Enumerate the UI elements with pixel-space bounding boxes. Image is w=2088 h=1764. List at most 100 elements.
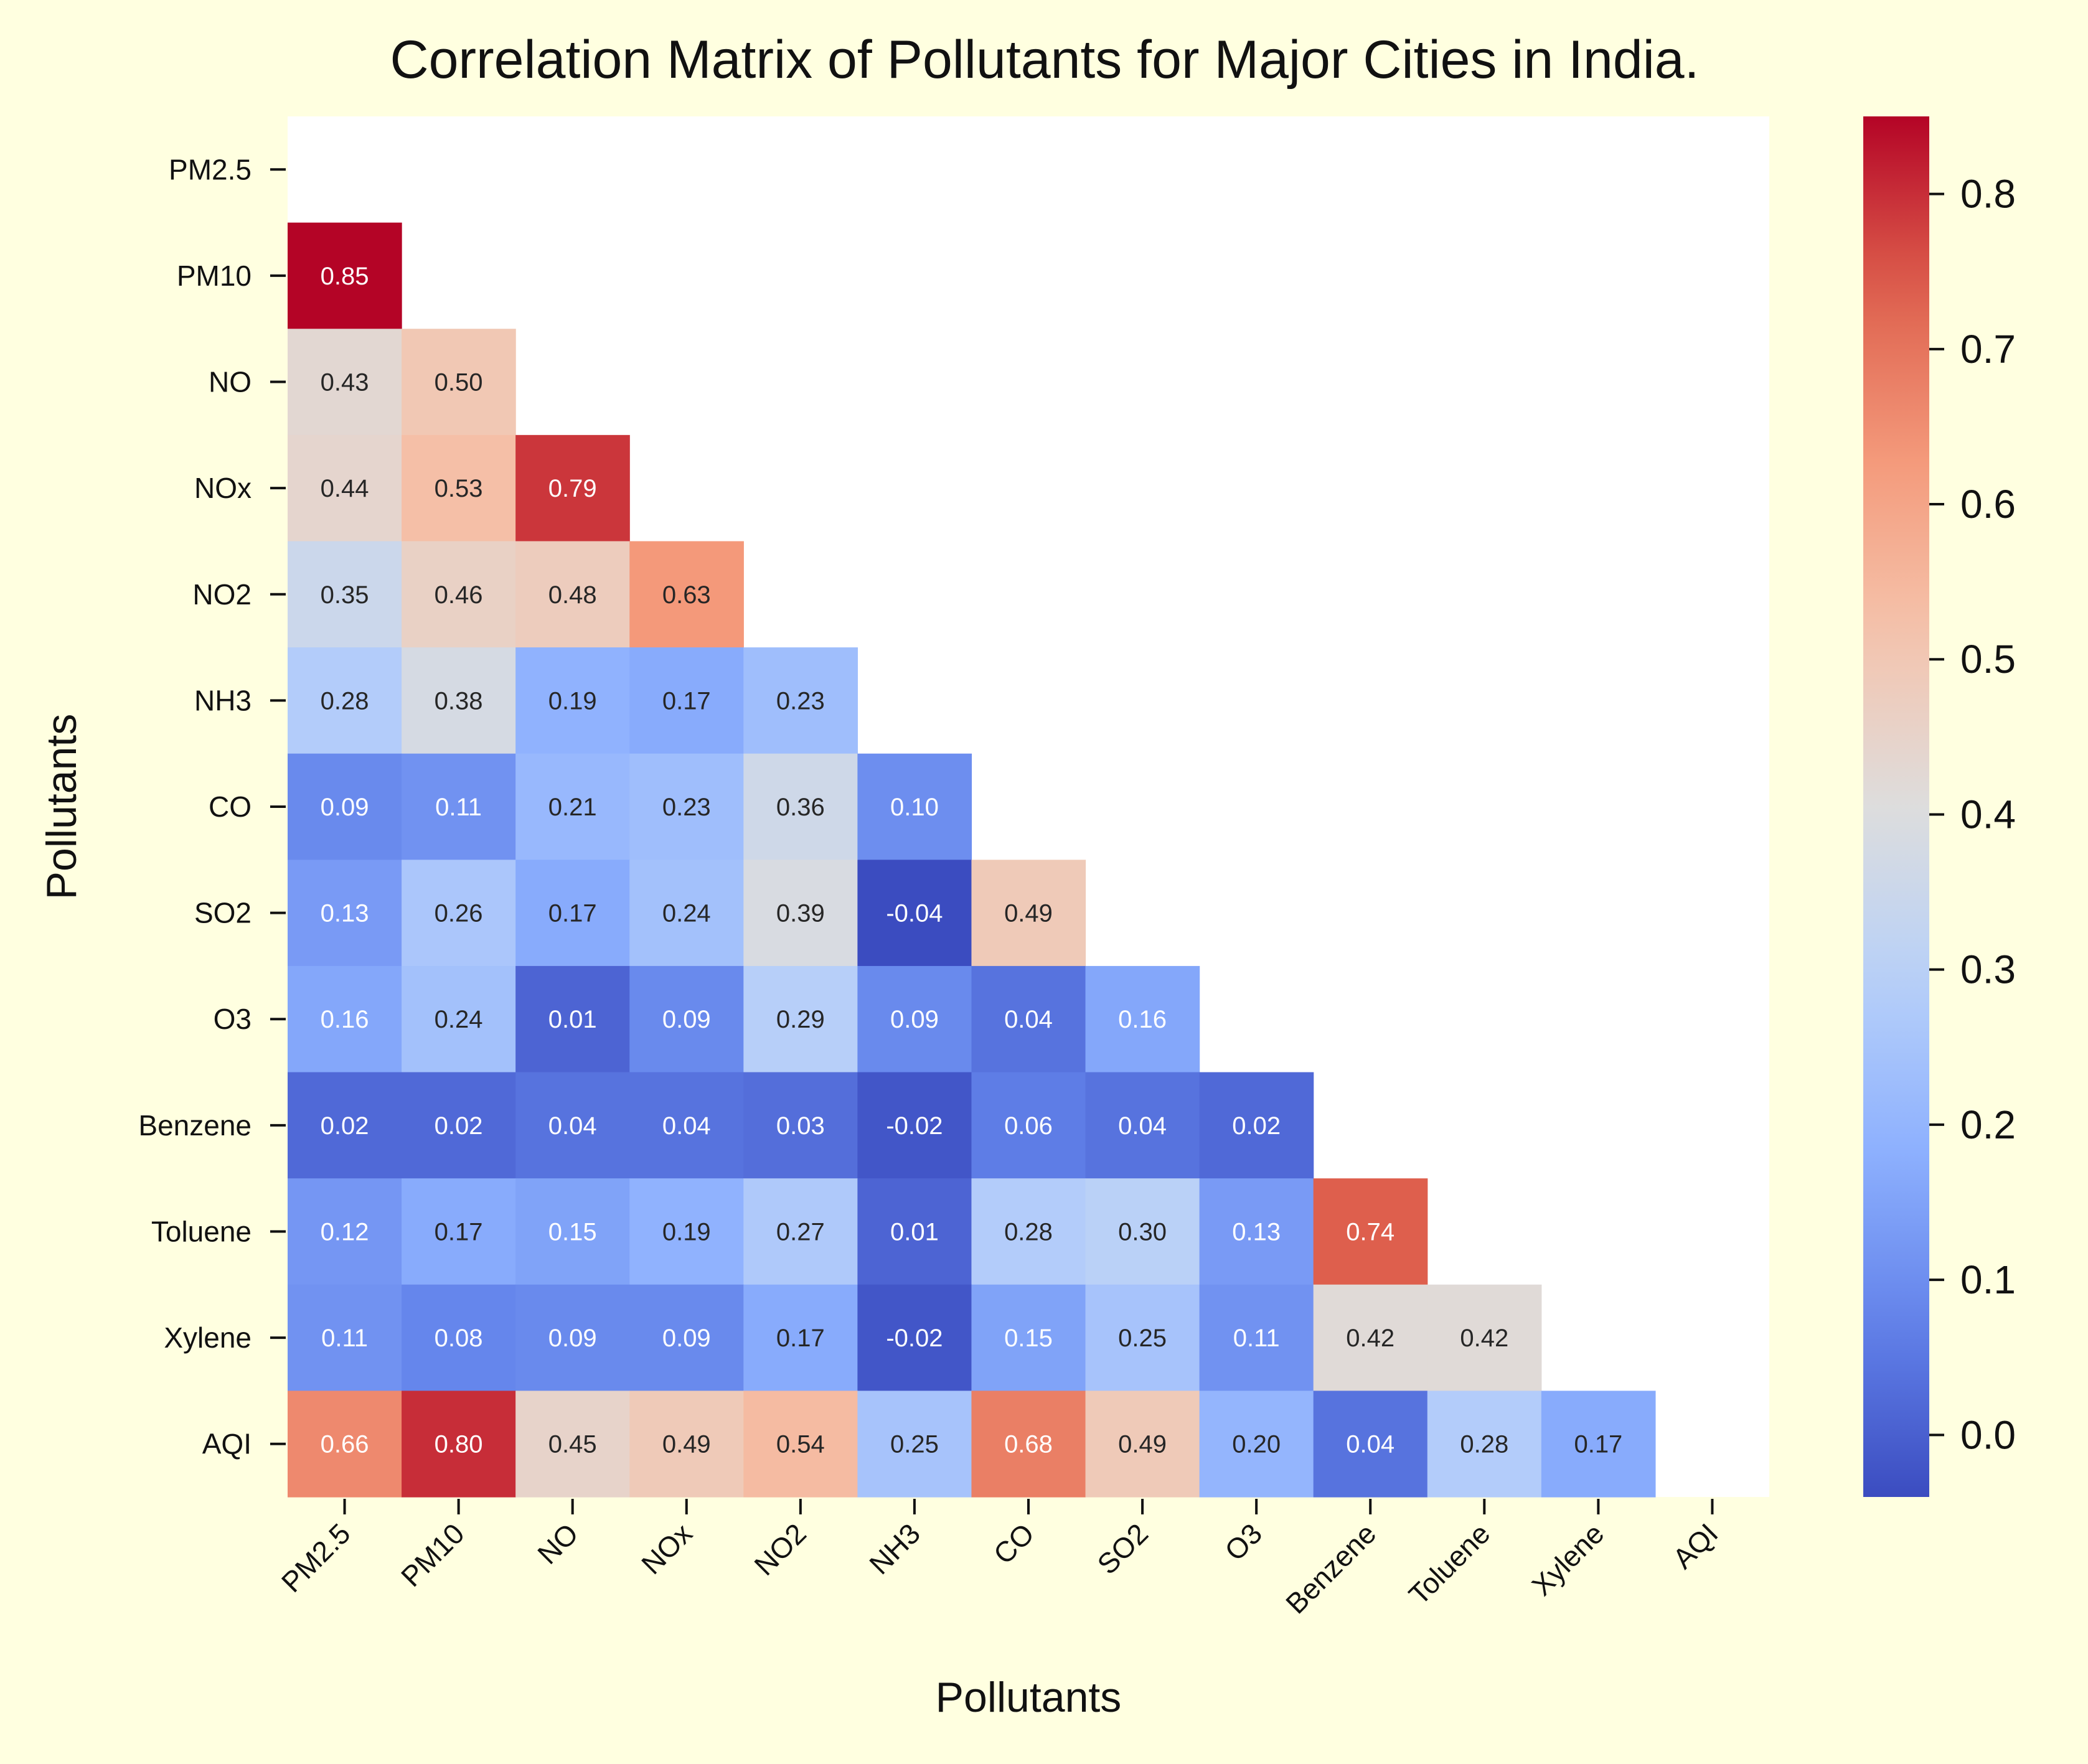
y-axis-label: Pollutants <box>38 714 85 900</box>
y-tick-label: Xylene <box>164 1321 252 1354</box>
heatmap-cell <box>515 1178 630 1285</box>
x-tick-label: AQI <box>1667 1517 1724 1575</box>
cell-value-label: 0.49 <box>1118 1431 1167 1458</box>
heatmap-cell <box>1199 1284 1314 1391</box>
cell-value-label: 0.09 <box>890 1006 939 1033</box>
heatmap-cell <box>515 860 630 967</box>
y-axis-ticks: PM2.5 PM10 NO NOx NO2 NH3 CO SO2 O3 Benzene Toluen… <box>138 153 286 1460</box>
cell-value-label: 0.24 <box>435 1006 483 1033</box>
y-tick-label: O3 <box>214 1003 252 1035</box>
heatmap-cell <box>1313 1178 1428 1285</box>
y-tick-label: Benzene <box>138 1109 252 1142</box>
cell-value-label: 0.25 <box>890 1431 939 1458</box>
cell-value-label: 0.45 <box>548 1431 597 1458</box>
cell-value-label: 0.04 <box>1346 1431 1394 1458</box>
chart-title: Correlation Matrix of Pollutants for Maj… <box>390 30 1699 90</box>
cell-value-label: 0.10 <box>890 794 939 821</box>
heatmap-cell <box>288 753 402 860</box>
cell-value-label: 0.38 <box>435 687 483 715</box>
heatmap-cell <box>515 541 630 648</box>
heatmap-cell <box>743 1391 858 1498</box>
colorbar-tick-label: 0.0 <box>1960 1412 2016 1457</box>
cell-value-label: 0.66 <box>321 1431 369 1458</box>
y-tick-label: PM10 <box>177 260 252 292</box>
heatmap-cell <box>288 965 402 1073</box>
heatmap-cell <box>971 1284 1086 1391</box>
cell-value-label: 0.02 <box>435 1112 483 1140</box>
heatmap-cell <box>288 329 402 436</box>
cell-value-label: 0.20 <box>1232 1431 1281 1458</box>
cell-value-label: -0.02 <box>886 1325 943 1352</box>
cell-value-label: 0.17 <box>435 1218 483 1246</box>
heatmap-cell <box>402 753 516 860</box>
colorbar-tick-label: 0.1 <box>1960 1257 2016 1302</box>
cell-value-label: 0.36 <box>776 794 825 821</box>
cell-value-label: 0.30 <box>1118 1218 1167 1246</box>
colorbar-ticks: 0.0 0.1 0.2 0.3 0.4 0.5 0.6 0.7 0.8 <box>1929 172 2016 1457</box>
x-tick-label: Xylene <box>1525 1517 1610 1602</box>
cell-value-label: 0.25 <box>1118 1325 1167 1352</box>
heatmap-cell <box>743 647 858 754</box>
heatmap-cell <box>629 541 744 648</box>
x-tick-label: NH3 <box>863 1517 926 1580</box>
cell-value-label: 0.15 <box>1004 1325 1053 1352</box>
cell-value-label: 0.08 <box>435 1325 483 1352</box>
heatmap-cell <box>971 1178 1086 1285</box>
cell-value-label: 0.06 <box>1004 1112 1053 1140</box>
heatmap-cell <box>288 1284 402 1391</box>
cell-value-label: 0.49 <box>1004 900 1053 927</box>
y-tick-label: AQI <box>202 1428 252 1460</box>
heatmap-cell <box>1313 1391 1428 1498</box>
heatmap-cell <box>515 434 630 542</box>
cell-value-label: 0.15 <box>548 1218 597 1246</box>
cell-value-label: 0.53 <box>435 475 483 502</box>
cell-value-label: 0.17 <box>548 900 597 927</box>
heatmap-cell <box>515 647 630 754</box>
cell-value-label: 0.79 <box>548 475 597 502</box>
y-tick-label: NH3 <box>194 684 252 716</box>
cell-value-label: 0.17 <box>776 1325 825 1352</box>
x-tick-label: Toluene <box>1403 1517 1497 1611</box>
heatmap-cell <box>1427 1391 1542 1498</box>
heatmap-cell <box>402 434 516 542</box>
heatmap-cell <box>1085 1284 1200 1391</box>
heatmap-cell <box>402 1072 516 1179</box>
heatmap-cell <box>857 965 972 1073</box>
cell-value-label: 0.04 <box>1118 1112 1167 1140</box>
cell-value-label: 0.13 <box>321 900 369 927</box>
heatmap-cell <box>515 753 630 860</box>
colorbar-tick-label: 0.3 <box>1960 947 2016 992</box>
colorbar-tick-label: 0.2 <box>1960 1102 2016 1147</box>
cell-value-label: 0.01 <box>548 1006 597 1033</box>
heatmap-cell <box>288 1178 402 1285</box>
cell-value-label: -0.04 <box>886 900 943 927</box>
heatmap-cell <box>402 647 516 754</box>
y-tick-label: NO <box>209 366 252 398</box>
cell-value-label: 0.26 <box>435 900 483 927</box>
x-tick-label: CO <box>987 1517 1041 1570</box>
cell-value-label: 0.68 <box>1004 1431 1053 1458</box>
cell-value-label: 0.04 <box>1004 1006 1053 1033</box>
x-tick-label: NO <box>531 1517 585 1570</box>
heatmap-cell <box>743 860 858 967</box>
cell-value-label: -0.02 <box>886 1112 943 1140</box>
heatmap-cell <box>971 965 1086 1073</box>
heatmap-cell <box>288 434 402 542</box>
heatmap-cell <box>1085 1072 1200 1179</box>
colorbar-tick-label: 0.7 <box>1960 327 2016 372</box>
cell-value-label: 0.09 <box>321 794 369 821</box>
heatmap-cell <box>402 1178 516 1285</box>
heatmap-cell <box>971 1072 1086 1179</box>
heatmap-cell <box>743 1178 858 1285</box>
colorbar <box>1863 116 1929 1497</box>
cell-value-label: 0.11 <box>1233 1325 1280 1352</box>
cell-value-label: 0.11 <box>321 1325 368 1352</box>
heatmap-cell <box>629 965 744 1073</box>
heatmap-cell <box>857 860 972 967</box>
heatmap-cell <box>515 965 630 1073</box>
heatmap-cell <box>857 1391 972 1498</box>
heatmap-cell <box>402 329 516 436</box>
x-tick-label: NOx <box>635 1517 698 1580</box>
heatmap-cell <box>629 860 744 967</box>
heatmap-cell <box>743 1284 858 1391</box>
